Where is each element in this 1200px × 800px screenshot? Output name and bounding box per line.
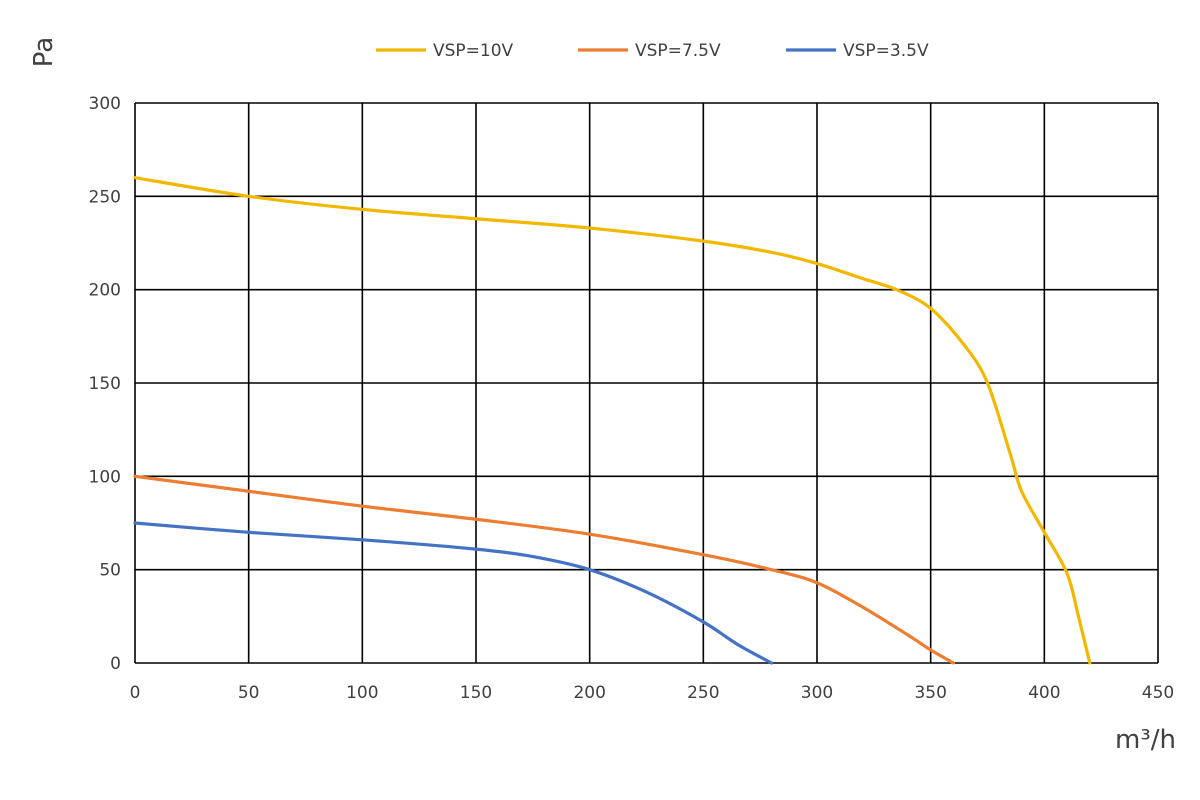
y-tick-label: 100	[89, 467, 121, 487]
series-line-3	[133, 521, 774, 665]
series-line-1	[133, 176, 1092, 665]
x-tick-label: 350	[914, 683, 946, 703]
x-tick-label: 0	[130, 683, 141, 703]
x-tick-label: 250	[687, 683, 719, 703]
legend-label: VSP=7.5V	[635, 41, 721, 61]
series-lines	[133, 176, 1092, 665]
x-tick-label: 100	[346, 683, 378, 703]
legend: VSP=10V VSP=7.5V VSP=3.5V	[376, 41, 929, 61]
x-tick-label: 150	[460, 683, 492, 703]
x-axis-title: m³/h	[1115, 725, 1176, 755]
x-tick-label: 400	[1028, 683, 1060, 703]
x-tick-label: 300	[801, 683, 833, 703]
y-tick-label: 300	[89, 94, 121, 114]
y-tick-label: 50	[99, 561, 121, 581]
x-tick-label: 50	[238, 683, 260, 703]
y-axis-title: Pa	[29, 37, 59, 67]
legend-label: VSP=3.5V	[843, 41, 929, 61]
y-tick-label: 200	[89, 281, 121, 301]
x-axis-ticks: 0 50 100 150 200 250 300 350 400 450	[130, 683, 1175, 703]
y-tick-label: 0	[110, 654, 121, 674]
series-line-2	[133, 474, 955, 665]
y-axis-ticks: 0 50 100 150 200 250 300	[89, 94, 121, 674]
x-tick-label: 450	[1142, 683, 1174, 703]
y-tick-label: 150	[89, 374, 121, 394]
grid	[134, 102, 1159, 664]
y-tick-label: 250	[89, 187, 121, 207]
legend-label: VSP=10V	[433, 41, 514, 61]
x-tick-label: 200	[573, 683, 605, 703]
